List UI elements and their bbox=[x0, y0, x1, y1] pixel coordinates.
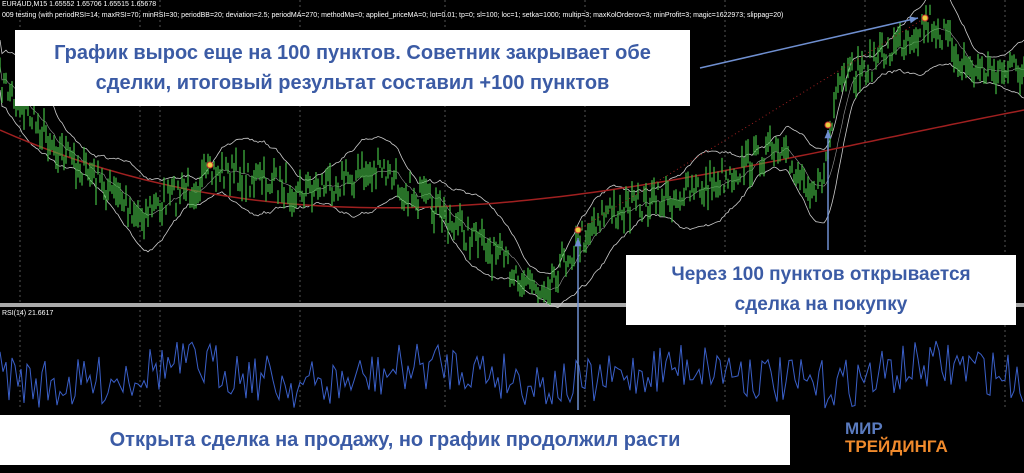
rsi-line bbox=[0, 340, 1024, 409]
arrow-head bbox=[574, 238, 582, 247]
logo: МИР ТРЕЙДИНГА bbox=[845, 420, 948, 456]
bollinger-upper bbox=[0, 0, 1024, 275]
close-annotation: График вырос еще на 100 пунктов. Советни… bbox=[15, 30, 690, 106]
logo-line2: ТРЕЙДИНГА bbox=[845, 437, 948, 456]
order-marker bbox=[574, 226, 582, 234]
params-line: 009 testing (with periodRSI=14; maxRSI=7… bbox=[2, 12, 784, 19]
buy-annotation: Через 100 пунктов открывается сделка на … bbox=[626, 255, 1016, 325]
arrow-head bbox=[824, 130, 832, 139]
moving-average bbox=[0, 109, 1024, 209]
rsi-label: RSI(14) 21.6617 bbox=[2, 310, 54, 317]
order-marker bbox=[206, 161, 214, 169]
sell-annotation: Открыта сделка на продажу, но график про… bbox=[0, 415, 790, 465]
separator bbox=[0, 303, 1024, 307]
order-marker bbox=[921, 14, 929, 22]
symbol-line: EURAUD,M15 1.65552 1.65706 1.65515 1.656… bbox=[2, 1, 157, 8]
logo-line1: МИР bbox=[845, 419, 883, 438]
bollinger-mid bbox=[0, 28, 1024, 291]
arrow-head bbox=[909, 16, 918, 24]
arrow bbox=[699, 17, 919, 69]
order-marker bbox=[824, 121, 832, 129]
